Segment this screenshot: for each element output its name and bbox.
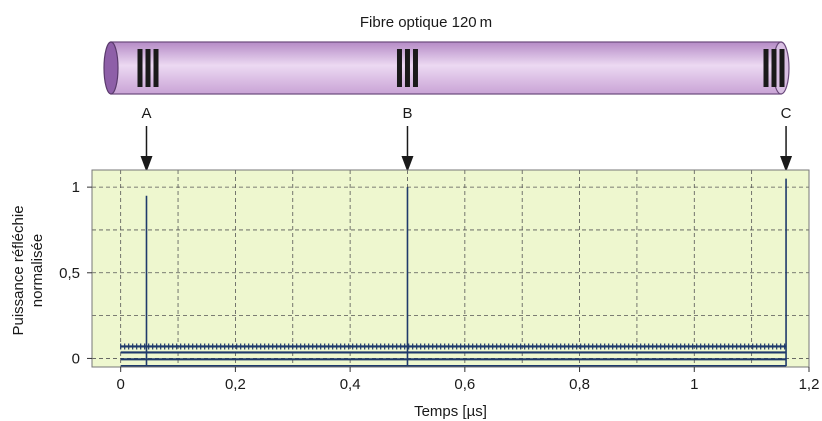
grating-bar	[771, 49, 777, 87]
x-tick-label: 0,6	[454, 376, 475, 393]
bragg-grating-a	[137, 49, 159, 87]
plot-frame	[91, 169, 810, 368]
grating-bar	[145, 49, 151, 87]
grating-bar	[153, 49, 159, 87]
x-tick-label: 0,8	[569, 376, 590, 393]
plot-area	[92, 170, 809, 367]
fibre-body	[110, 41, 782, 95]
grating-bar	[779, 49, 785, 87]
bragg-grating-c	[763, 49, 785, 87]
arrow-down-icon	[401, 156, 414, 172]
marker-label-a: A	[141, 105, 151, 122]
grating-markers: A B C	[137, 49, 793, 172]
y-axis-label-line-1: Puissance réfléchie	[10, 205, 27, 335]
y-axis-label: Puissance réfléchie normalisée	[10, 205, 46, 335]
x-tick-label: 0,4	[340, 376, 361, 393]
trace-ripple	[120, 343, 786, 350]
grating-bar	[412, 49, 418, 87]
y-tick-label: 1	[72, 179, 80, 196]
bragg-grating-b	[396, 49, 418, 87]
fibre-near-end	[103, 41, 119, 95]
x-axis-ticks: 0 0,2 0,4 0,6 0,8 1 1,2	[117, 367, 820, 393]
y-tick-label: 0,5	[59, 265, 80, 282]
optical-fibre	[103, 41, 790, 95]
grating-bar	[396, 49, 402, 87]
trace-series	[120, 178, 787, 368]
grating-bar	[763, 49, 769, 87]
marker-label-b: B	[402, 105, 412, 122]
y-axis-label-line-2: normalisée	[29, 234, 46, 307]
y-tick-label: 0	[72, 350, 80, 367]
x-tick-label: 0,2	[225, 376, 246, 393]
x-tick-label: 1,2	[799, 376, 820, 393]
arrow-down-icon	[780, 156, 793, 172]
grating-bar	[404, 49, 410, 87]
reflection-chart: 0 0,2 0,4 0,6 0,8 1 1,2 00,51 Temps [µs] Puiss…	[10, 169, 820, 420]
fibre-title: Fibre optique 120 m	[360, 14, 492, 31]
x-tick-label: 0	[117, 376, 125, 393]
marker-label-c: C	[781, 105, 792, 122]
x-tick-label: 1	[690, 376, 698, 393]
x-axis-label: Temps [µs]	[414, 403, 487, 420]
grating-bar	[137, 49, 143, 87]
y-axis-ticks: 00,51	[59, 179, 92, 367]
arrow-down-icon	[140, 156, 153, 172]
